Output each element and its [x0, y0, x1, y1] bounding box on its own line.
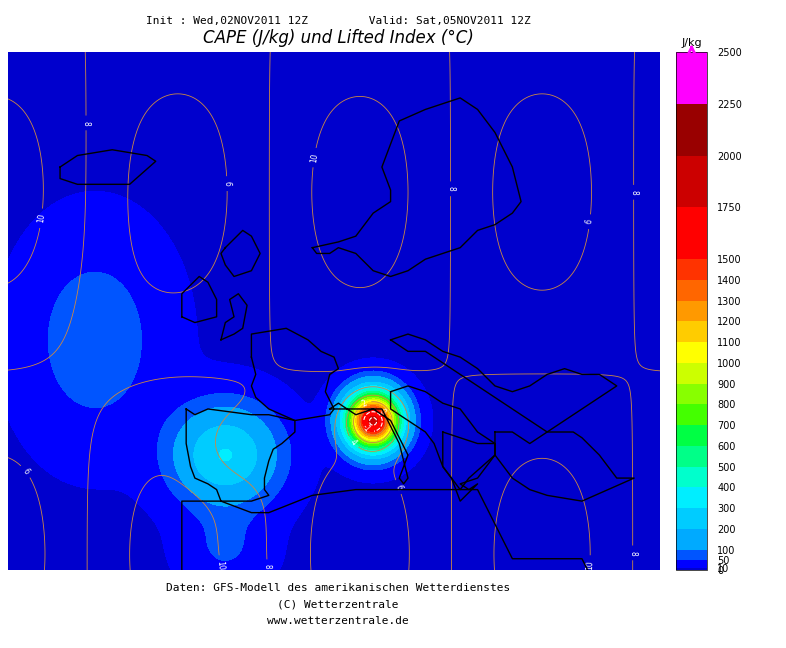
Text: 8: 8	[628, 551, 637, 555]
Text: 4: 4	[348, 437, 358, 446]
Text: 0: 0	[377, 407, 387, 417]
Text: 6: 6	[20, 467, 31, 476]
Text: 10: 10	[586, 560, 595, 570]
Text: 8: 8	[82, 121, 90, 125]
Text: Init : Wed,02NOV2011 12Z         Valid: Sat,05NOV2011 12Z: Init : Wed,02NOV2011 12Z Valid: Sat,05NO…	[145, 16, 531, 26]
Text: 6: 6	[585, 219, 594, 225]
Text: 10: 10	[215, 560, 225, 570]
Text: 10: 10	[309, 152, 319, 163]
Text: -1: -1	[360, 422, 372, 434]
Text: 8: 8	[629, 190, 638, 194]
Text: www.wetterzentrale.de: www.wetterzentrale.de	[267, 616, 409, 625]
Text: 2: 2	[360, 399, 369, 409]
Text: 6: 6	[394, 483, 404, 491]
Text: 8: 8	[446, 187, 455, 191]
Title: J/kg: J/kg	[681, 38, 702, 49]
Text: 10: 10	[36, 213, 46, 224]
Text: (C) Wetterzentrale: (C) Wetterzentrale	[277, 599, 399, 609]
Text: Daten: GFS-Modell des amerikanischen Wetterdienstes: Daten: GFS-Modell des amerikanischen Wet…	[166, 583, 510, 593]
Text: 8: 8	[263, 564, 272, 570]
Text: CAPE (J/kg) und Lifted Index (°C): CAPE (J/kg) und Lifted Index (°C)	[203, 29, 473, 47]
Text: 6: 6	[222, 181, 232, 186]
